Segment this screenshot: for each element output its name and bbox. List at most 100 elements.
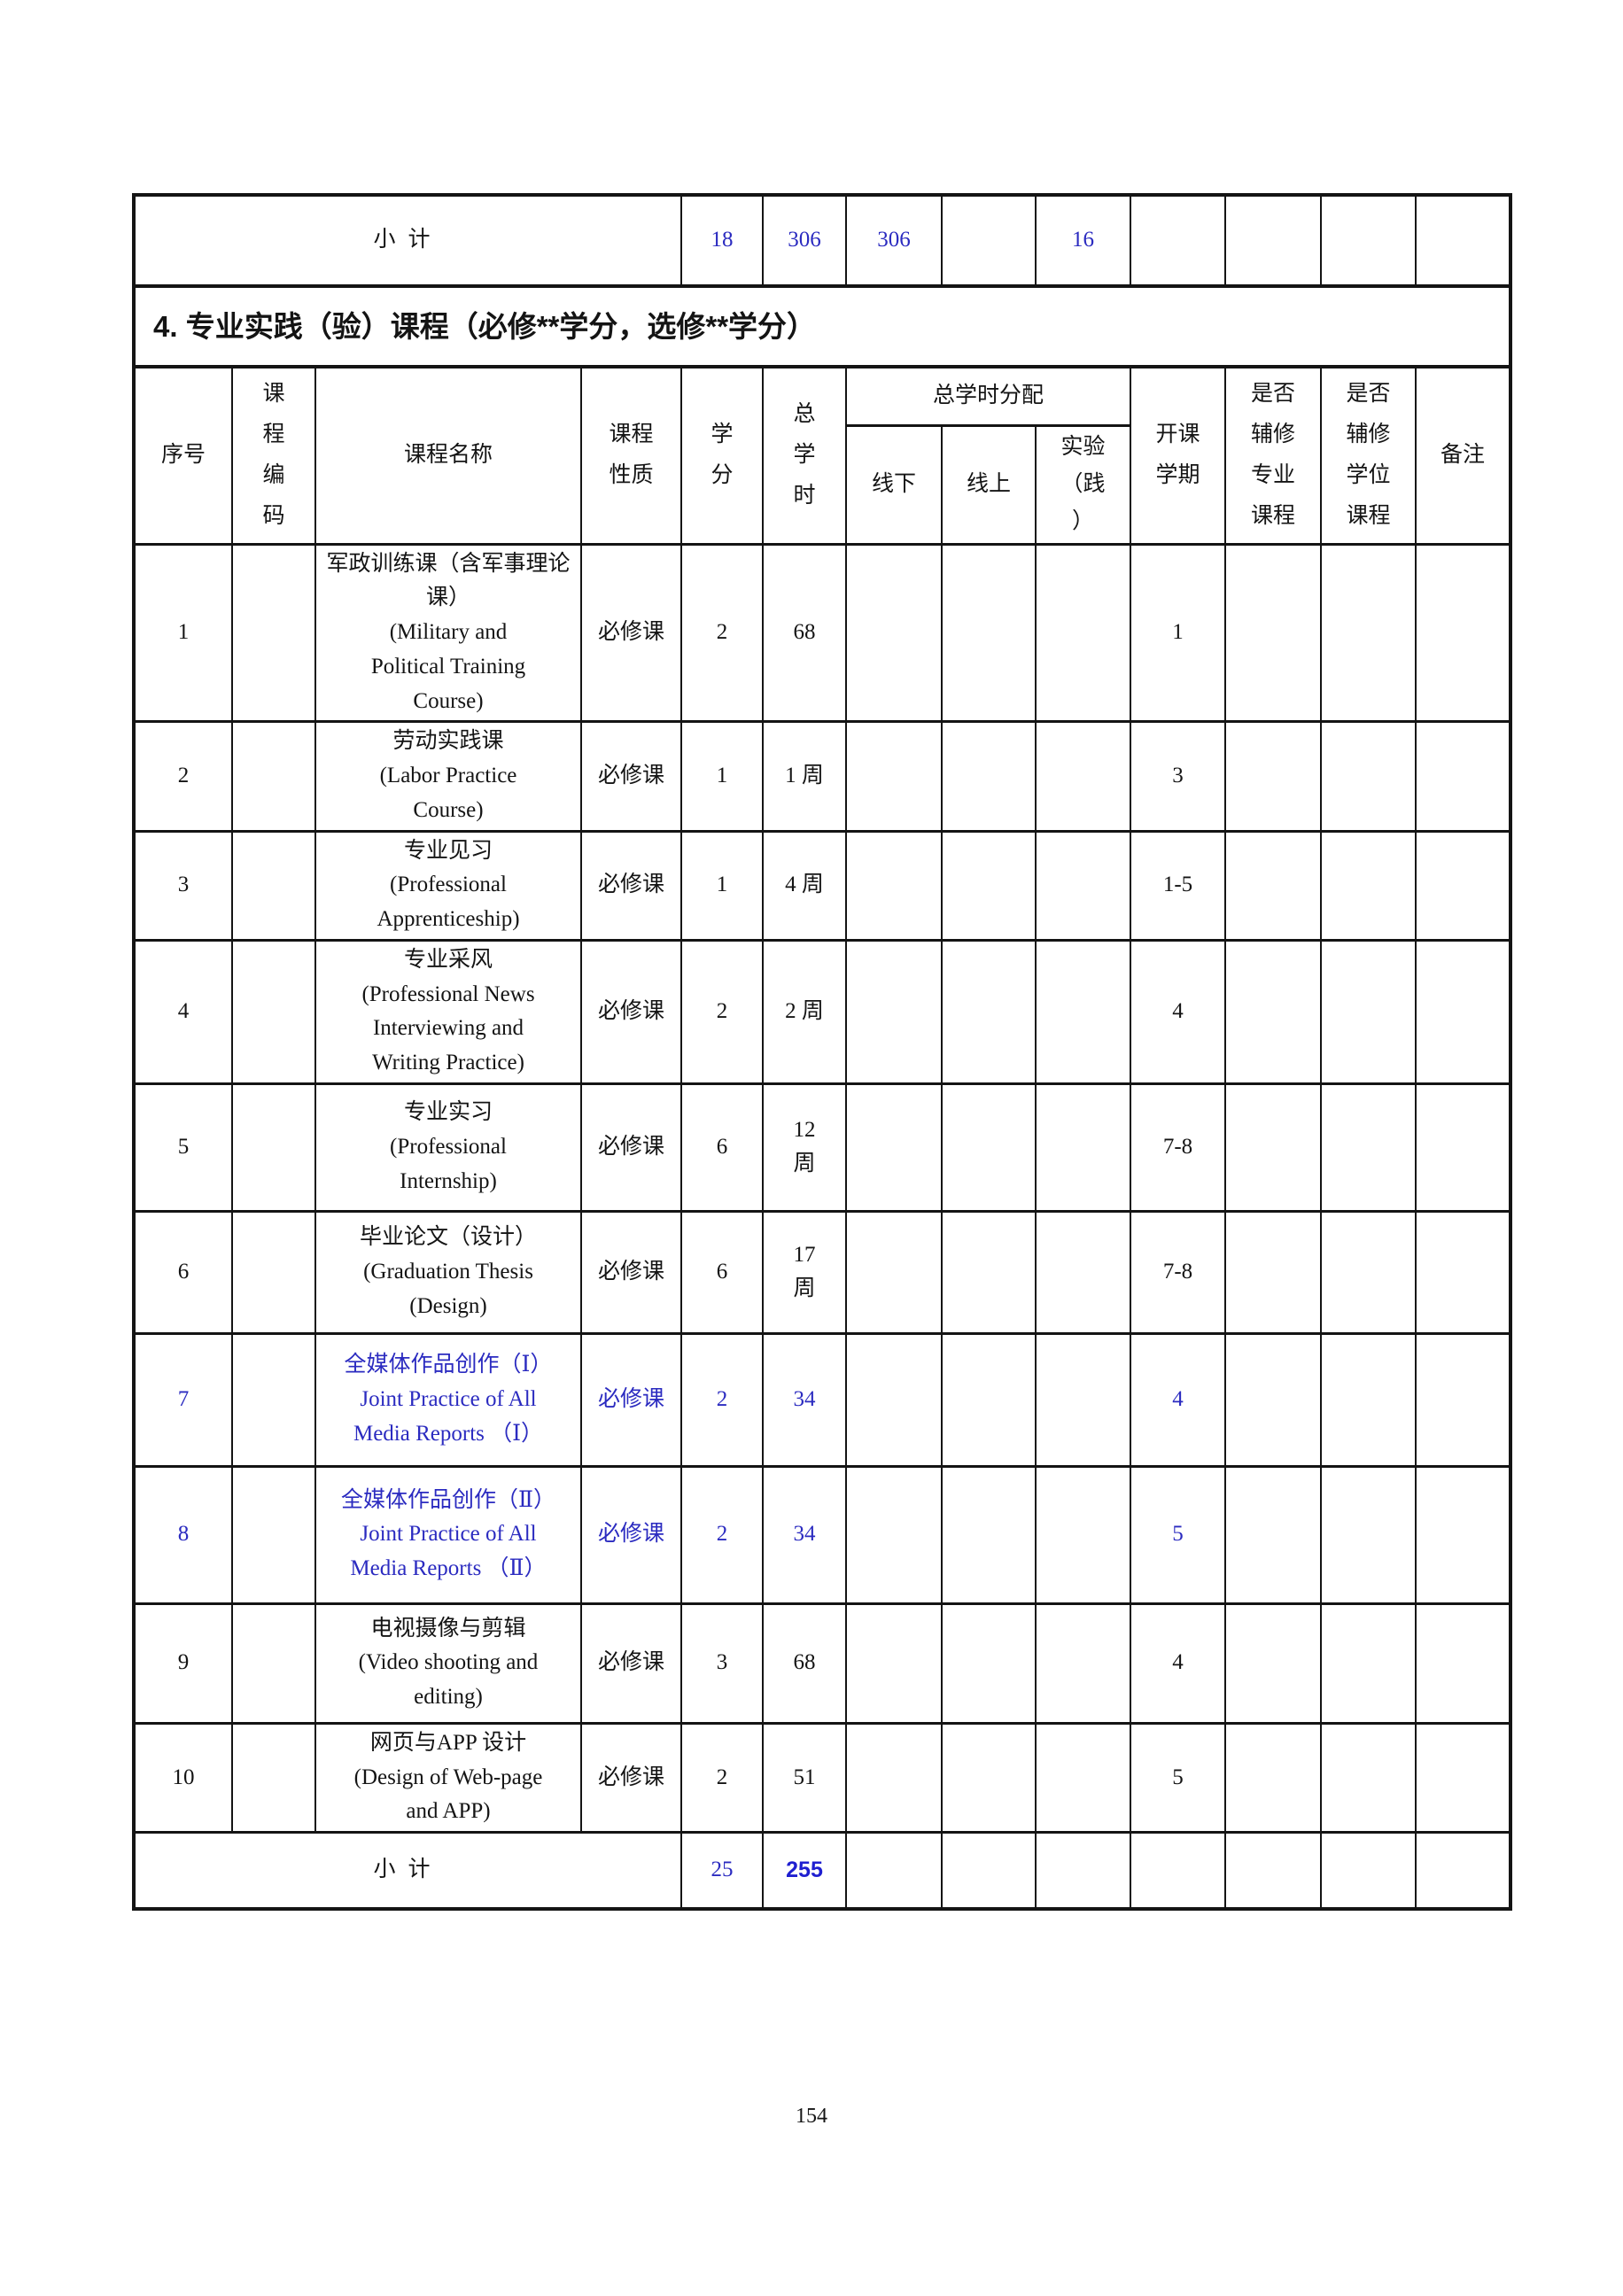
cell-semester: 1 bbox=[1130, 542, 1227, 724]
cell-minor-major bbox=[1224, 829, 1323, 942]
cell-online bbox=[941, 1209, 1037, 1335]
cell-no: 2 bbox=[133, 720, 233, 833]
empty-cell bbox=[1320, 1831, 1417, 1910]
cell-minor-degree bbox=[1320, 1464, 1417, 1605]
cell-minor-degree bbox=[1320, 720, 1417, 833]
cell-hours: 51 bbox=[762, 1721, 848, 1834]
header-credits: 学 分 bbox=[680, 365, 765, 546]
cell-credits: 2 bbox=[680, 938, 765, 1085]
cell-no: 7 bbox=[133, 1331, 233, 1468]
cell-practice bbox=[1035, 829, 1132, 942]
cell-remark bbox=[1415, 1082, 1512, 1213]
cell-offline bbox=[845, 720, 944, 833]
cell-code bbox=[231, 720, 316, 833]
cell-course-name: 毕业论文（设计） (Graduation Thesis (Design) bbox=[315, 1209, 582, 1335]
header-minor-major: 是否 辅修 专业 课程 bbox=[1224, 365, 1323, 546]
cell-course-name: 军政训练课（含军事理论 课） (Military and Political T… bbox=[315, 542, 582, 724]
cell-credits: 2 bbox=[680, 1331, 765, 1468]
cell-no: 3 bbox=[133, 829, 233, 942]
cell-semester: 1-5 bbox=[1130, 829, 1227, 942]
cell-practice bbox=[1035, 720, 1132, 833]
cell-minor-degree bbox=[1320, 1082, 1417, 1213]
empty-cell bbox=[1130, 1831, 1227, 1910]
cell-code bbox=[231, 1082, 316, 1213]
cell-course-name: 专业实习 (Professional Internship) bbox=[315, 1082, 582, 1213]
section-heading-row: 4. 专业实践（验）课程（必修**学分，选修**学分） bbox=[132, 284, 1512, 368]
header-semester: 开课 学期 bbox=[1130, 365, 1227, 546]
subtotal-top-offline: 306 bbox=[845, 193, 944, 288]
course-row-2: 2 劳动实践课 (Labor Practice Course) 必修课 1 1 … bbox=[133, 720, 1512, 833]
header-row-2: 线下 线上 实验 （践 ） bbox=[134, 423, 1510, 546]
cell-code bbox=[231, 1209, 316, 1335]
course-row-6: 6 毕业论文（设计） (Graduation Thesis (Design) 必… bbox=[133, 1209, 1512, 1335]
cell-hours: 4 周 bbox=[762, 829, 848, 942]
cell-hours: 68 bbox=[762, 1602, 848, 1725]
cell-remark bbox=[1415, 1331, 1512, 1468]
empty-cell bbox=[1224, 1831, 1323, 1910]
course-row-5: 5 专业实习 (Professional Internship) 必修课 6 1… bbox=[133, 1082, 1512, 1213]
cell-hours: 34 bbox=[762, 1464, 848, 1605]
cell-nature: 必修课 bbox=[579, 1209, 683, 1335]
subtotal-bottom-credits: 25 bbox=[680, 1831, 765, 1910]
cell-minor-major bbox=[1224, 542, 1323, 724]
cell-semester: 7-8 bbox=[1130, 1082, 1227, 1213]
cell-remark bbox=[1415, 829, 1512, 942]
cell-minor-degree bbox=[1320, 1602, 1417, 1725]
cell-credits: 2 bbox=[680, 1721, 765, 1834]
cell-remark bbox=[1415, 720, 1512, 833]
cell-minor-major bbox=[1224, 720, 1323, 833]
cell-hours: 68 bbox=[762, 542, 848, 724]
cell-credits: 1 bbox=[680, 829, 765, 942]
course-row-4: 4 专业采风 (Professional News Interviewing a… bbox=[133, 938, 1512, 1085]
cell-nature: 必修课 bbox=[579, 829, 683, 942]
empty-cell bbox=[1035, 1831, 1132, 1910]
cell-hours: 1 周 bbox=[762, 720, 848, 833]
cell-nature: 必修课 bbox=[579, 1602, 683, 1725]
header-practice: 实验 （践 ） bbox=[1035, 423, 1132, 546]
cell-minor-major bbox=[1224, 1082, 1323, 1213]
cell-remark bbox=[1415, 1464, 1512, 1605]
cell-nature: 必修课 bbox=[579, 720, 683, 833]
header-online: 线上 bbox=[941, 423, 1037, 546]
cell-minor-degree bbox=[1320, 1331, 1417, 1468]
cell-online bbox=[941, 1464, 1037, 1605]
cell-remark bbox=[1415, 1602, 1512, 1725]
cell-minor-major bbox=[1224, 1602, 1323, 1725]
empty-cell bbox=[941, 1831, 1037, 1910]
cell-credits: 2 bbox=[680, 542, 765, 724]
cell-offline bbox=[845, 542, 944, 724]
curriculum-table: 小计 18 306 306 16 4. 专业实践（验）课程（必修**学分，选修*… bbox=[132, 193, 1513, 1911]
cell-course-name: 专业采风 (Professional News Interviewing and… bbox=[315, 938, 582, 1085]
cell-semester: 5 bbox=[1130, 1721, 1227, 1834]
cell-credits: 2 bbox=[680, 1464, 765, 1605]
cell-remark bbox=[1415, 1721, 1512, 1834]
cell-semester: 4 bbox=[1130, 1331, 1227, 1468]
cell-offline bbox=[845, 1331, 944, 1468]
cell-offline bbox=[845, 938, 944, 1085]
cell-offline bbox=[845, 1209, 944, 1335]
empty-cell bbox=[1130, 193, 1227, 288]
cell-nature: 必修课 bbox=[579, 542, 683, 724]
subtotal-bottom-total-hours: 255 bbox=[762, 1831, 848, 1910]
header-remark: 备注 bbox=[1415, 365, 1512, 546]
cell-no: 1 bbox=[133, 542, 233, 724]
subtotal-row-top: 小计 18 306 306 16 bbox=[132, 193, 1512, 288]
cell-semester: 4 bbox=[1130, 938, 1227, 1085]
cell-semester: 5 bbox=[1130, 1464, 1227, 1605]
cell-credits: 3 bbox=[680, 1602, 765, 1725]
header-hours-distribution: 总学时分配 bbox=[845, 365, 1132, 427]
cell-no: 5 bbox=[133, 1082, 233, 1213]
header-course-name: 课程名称 bbox=[315, 365, 582, 546]
cell-online bbox=[941, 1082, 1037, 1213]
empty-cell bbox=[941, 193, 1037, 288]
cell-practice bbox=[1035, 1602, 1132, 1725]
course-row-9: 9 电视摄像与剪辑 (Video shooting and editing) 必… bbox=[133, 1602, 1512, 1725]
cell-code bbox=[231, 1464, 316, 1605]
cell-semester: 3 bbox=[1130, 720, 1227, 833]
subtotal-top-label: 小计 bbox=[132, 193, 683, 288]
cell-offline bbox=[845, 1721, 944, 1834]
cell-course-name: 专业见习 (Professional Apprenticeship) bbox=[315, 829, 582, 942]
page-number: 154 bbox=[796, 2105, 827, 2128]
cell-minor-degree bbox=[1320, 829, 1417, 942]
